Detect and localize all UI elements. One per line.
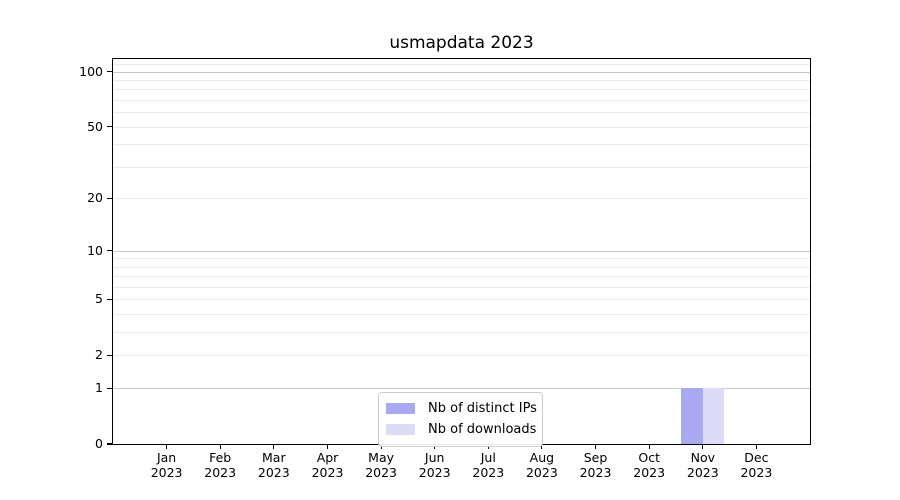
y-gridline-minor xyxy=(113,89,810,91)
y-gridline-minor xyxy=(113,258,810,260)
x-tick-label-year: 2023 xyxy=(579,465,612,480)
x-tick-mark xyxy=(755,444,757,449)
x-tick-label-month: Mar xyxy=(262,450,286,465)
x-tick-mark xyxy=(326,444,329,449)
y-tick-mark xyxy=(106,197,112,199)
x-tick-label-month: May xyxy=(368,450,395,465)
x-tick-label: Jul 2023 xyxy=(456,450,520,480)
y-tick-label: 0 xyxy=(95,436,103,451)
y-tick-mark xyxy=(106,249,112,252)
x-tick-label: Nov 2023 xyxy=(671,450,735,480)
legend-label: Nb of distinct IPs xyxy=(428,401,537,416)
x-tick-label-month: Sep xyxy=(583,450,608,465)
y-gridline-minor xyxy=(113,144,810,146)
x-tick-mark xyxy=(648,444,650,449)
legend-item: Nb of downloads xyxy=(386,419,537,440)
y-gridline-minor xyxy=(113,100,810,101)
x-tick-label: Apr 2023 xyxy=(296,450,360,480)
y-tick-label: 20 xyxy=(87,190,103,206)
y-tick-label: 2 xyxy=(95,347,103,363)
legend-swatch xyxy=(386,403,415,414)
x-tick-label-month: Nov xyxy=(690,450,715,465)
x-tick-label-month: Jan xyxy=(156,450,177,465)
y-tick-label: 5 xyxy=(95,291,103,307)
bar xyxy=(681,388,703,444)
x-tick-label-year: 2023 xyxy=(686,465,719,480)
x-tick-label: Dec 2023 xyxy=(724,450,788,480)
x-tick-label-month: Dec xyxy=(744,450,769,465)
x-tick-label-month: Jun xyxy=(424,450,445,465)
x-tick-label-year: 2023 xyxy=(257,465,290,480)
x-tick-label-year: 2023 xyxy=(311,465,344,480)
y-tick-label: 50 xyxy=(87,118,103,134)
y-gridline-minor xyxy=(113,198,810,200)
x-tick-label-year: 2023 xyxy=(740,465,773,480)
y-tick-mark xyxy=(106,354,112,356)
x-tick-mark xyxy=(594,444,597,449)
y-gridline-minor xyxy=(113,80,810,81)
x-tick-mark xyxy=(702,444,704,449)
legend: Nb of distinct IPs Nb of downloads xyxy=(378,392,543,447)
y-gridline-major xyxy=(113,250,810,252)
x-tick-label-year: 2023 xyxy=(525,465,558,480)
y-tick-mark xyxy=(106,71,112,73)
bar xyxy=(702,388,725,444)
y-gridline-minor xyxy=(113,314,810,316)
x-tick-label: Aug 2023 xyxy=(510,450,574,480)
chart-title: usmapdata 2023 xyxy=(389,33,534,53)
y-gridline-minor xyxy=(113,276,810,278)
y-tick-label: 10 xyxy=(87,242,103,258)
x-tick-label-year: 2023 xyxy=(633,465,666,480)
y-tick-mark xyxy=(106,443,112,445)
plot-area: Nb of distinct IPs Nb of downloads 0 1 2 5 10… xyxy=(79,58,811,480)
y-gridline-minor xyxy=(113,112,810,114)
y-tick-mark xyxy=(106,387,112,389)
x-tick-label-year: 2023 xyxy=(365,465,397,480)
y-tick-label: 1 xyxy=(95,380,103,396)
x-tick-label: May 2023 xyxy=(349,450,413,480)
y-tick-mark xyxy=(106,298,112,300)
x-tick-label: Mar 2023 xyxy=(242,450,306,480)
y-gridline-minor xyxy=(113,355,810,357)
x-tick-mark xyxy=(273,444,275,449)
legend-item: Nb of distinct IPs xyxy=(386,398,537,419)
x-tick-mark xyxy=(219,444,221,449)
x-tick-label-year: 2023 xyxy=(204,465,237,480)
x-tick-label-year: 2023 xyxy=(150,465,183,480)
y-gridline-minor xyxy=(113,287,810,288)
y-gridline-minor xyxy=(113,299,810,301)
x-tick-label: Feb 2023 xyxy=(188,450,252,480)
x-tick-mark xyxy=(166,444,168,449)
x-tick-label-month: Apr xyxy=(316,450,339,465)
y-gridline-minor xyxy=(113,332,810,334)
x-tick-label-month: Oct xyxy=(638,450,660,465)
x-tick-mark xyxy=(541,444,543,449)
x-tick-label: Oct 2023 xyxy=(617,450,681,480)
y-tick-label: 100 xyxy=(79,63,103,79)
x-tick-label: Jun 2023 xyxy=(403,450,467,480)
y-gridline-minor xyxy=(113,266,810,268)
legend-label: Nb of downloads xyxy=(428,422,537,437)
y-gridline-minor xyxy=(113,166,810,168)
x-tick-label-month: Feb xyxy=(209,450,232,465)
x-tick-label-month: Jul xyxy=(480,450,496,465)
y-gridline-major xyxy=(113,71,810,73)
y-tick-mark xyxy=(106,126,112,128)
x-tick-label-year: 2023 xyxy=(418,465,451,480)
x-tick-label-year: 2023 xyxy=(472,465,505,480)
x-tick-label-month: Aug xyxy=(529,450,555,465)
y-gridline-minor xyxy=(113,126,810,128)
legend-swatch xyxy=(386,424,415,435)
y-gridline-minor xyxy=(113,63,810,65)
x-tick-label: Jan 2023 xyxy=(135,450,199,480)
x-tick-label: Sep 2023 xyxy=(564,450,628,480)
